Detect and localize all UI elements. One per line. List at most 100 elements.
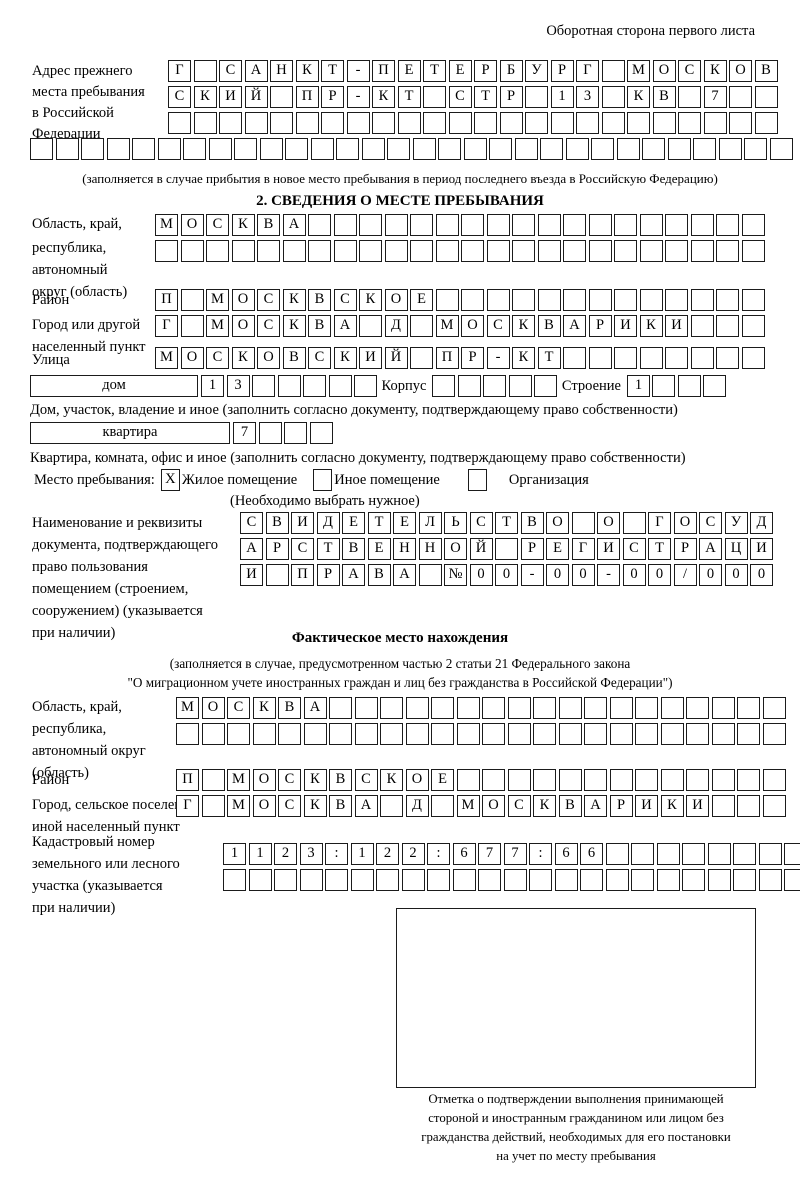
char-cell[interactable]	[507, 769, 531, 791]
char-cell[interactable]: С	[469, 512, 493, 534]
char-cell[interactable]	[550, 112, 574, 134]
char-cell[interactable]: 7	[478, 843, 501, 865]
char-cell[interactable]	[308, 240, 331, 262]
char-cell[interactable]	[372, 112, 395, 134]
char-cell[interactable]	[563, 289, 586, 311]
char-cell[interactable]: У	[525, 60, 548, 82]
char-cell[interactable]: С	[354, 769, 378, 791]
char-cell[interactable]	[741, 289, 765, 311]
char-cell[interactable]	[601, 86, 625, 108]
char-cell[interactable]: В	[558, 795, 582, 817]
char-cell[interactable]: Е	[342, 512, 365, 534]
char-cell[interactable]: С	[308, 347, 331, 369]
char-cell[interactable]	[387, 138, 410, 160]
char-cell[interactable]: А	[240, 538, 263, 560]
char-cell[interactable]	[310, 138, 334, 160]
checkbox-organization[interactable]	[467, 469, 487, 491]
char-cell[interactable]	[456, 723, 480, 745]
char-cell[interactable]: Б	[499, 60, 523, 82]
char-cell[interactable]: А	[244, 60, 268, 82]
char-cell[interactable]	[591, 138, 614, 160]
char-cell[interactable]	[346, 112, 370, 134]
char-cell[interactable]	[660, 697, 684, 719]
char-cell[interactable]	[512, 214, 535, 236]
char-cell[interactable]: К	[193, 86, 217, 108]
char-cell[interactable]	[438, 138, 461, 160]
char-cell[interactable]	[563, 240, 586, 262]
char-cell[interactable]	[452, 869, 476, 891]
char-cell[interactable]	[588, 240, 612, 262]
char-cell[interactable]: 0	[469, 564, 493, 586]
char-cell[interactable]	[483, 375, 507, 397]
char-cell[interactable]: В	[265, 512, 289, 534]
char-cell[interactable]: Е	[397, 60, 421, 82]
char-cell[interactable]	[605, 869, 629, 891]
char-cell[interactable]: Е	[448, 60, 472, 82]
char-cell[interactable]: 3	[299, 843, 323, 865]
char-cell[interactable]	[614, 240, 637, 262]
char-cell[interactable]: О	[482, 795, 505, 817]
flat-line[interactable]: квартира 7	[30, 422, 335, 444]
char-cell[interactable]: Й	[384, 347, 408, 369]
char-cell[interactable]	[376, 869, 399, 891]
char-cell[interactable]	[707, 843, 731, 865]
char-cell[interactable]	[784, 869, 800, 891]
char-cell[interactable]: И	[240, 564, 263, 586]
char-cell[interactable]	[157, 138, 181, 160]
char-cell[interactable]	[652, 112, 676, 134]
char-cell[interactable]: Е	[410, 289, 433, 311]
char-cell[interactable]	[448, 112, 472, 134]
char-cell[interactable]: Р	[265, 538, 289, 560]
char-cell[interactable]: Т	[648, 538, 671, 560]
char-cell[interactable]: О	[384, 289, 408, 311]
char-cell[interactable]: 7	[503, 843, 527, 865]
char-cell[interactable]	[529, 869, 552, 891]
char-cell[interactable]: Р	[499, 86, 523, 108]
char-cell[interactable]	[563, 347, 586, 369]
char-cell[interactable]: М	[176, 697, 199, 719]
char-cell[interactable]	[554, 869, 578, 891]
char-cell[interactable]	[410, 315, 433, 337]
char-cell[interactable]	[703, 112, 727, 134]
char-cell[interactable]: А	[282, 214, 306, 236]
char-cell[interactable]	[201, 723, 225, 745]
actual-region-row-2[interactable]	[176, 723, 788, 745]
char-cell[interactable]	[482, 723, 505, 745]
char-cell[interactable]	[423, 86, 446, 108]
char-cell[interactable]	[106, 138, 130, 160]
char-cell[interactable]: К	[282, 289, 306, 311]
char-cell[interactable]	[55, 138, 79, 160]
prev-address-row-3[interactable]	[168, 112, 780, 134]
char-cell[interactable]	[525, 112, 548, 134]
char-cell[interactable]: 2	[401, 843, 425, 865]
char-cell[interactable]: Д	[316, 512, 340, 534]
char-cell[interactable]	[380, 723, 403, 745]
checkbox-other-premises[interactable]	[313, 469, 333, 491]
char-cell[interactable]: 3	[226, 375, 250, 397]
char-cell[interactable]	[193, 60, 217, 82]
char-cell[interactable]	[716, 347, 739, 369]
char-cell[interactable]	[514, 138, 538, 160]
char-cell[interactable]: Т	[316, 538, 340, 560]
char-cell[interactable]	[270, 112, 293, 134]
char-cell[interactable]: К	[295, 60, 319, 82]
char-cell[interactable]	[754, 112, 778, 134]
char-cell[interactable]	[410, 240, 433, 262]
char-cell[interactable]	[537, 240, 561, 262]
char-cell[interactable]	[762, 697, 786, 719]
char-cell[interactable]: К	[303, 795, 327, 817]
region-row-2[interactable]	[155, 240, 767, 262]
char-cell[interactable]	[295, 112, 319, 134]
char-cell[interactable]: Н	[270, 60, 293, 82]
char-cell[interactable]: 6	[580, 843, 603, 865]
char-cell[interactable]: О	[405, 769, 429, 791]
char-cell[interactable]	[405, 723, 429, 745]
char-cell[interactable]	[601, 60, 625, 82]
char-cell[interactable]: М	[627, 60, 650, 82]
